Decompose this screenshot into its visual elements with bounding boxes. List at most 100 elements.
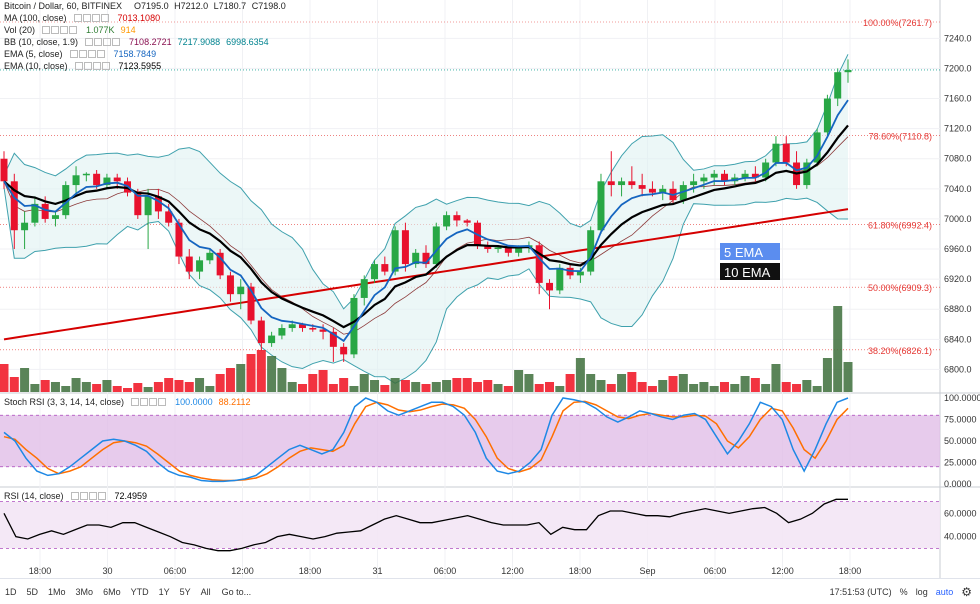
time-label: 18:00 <box>569 566 592 576</box>
log-toggle[interactable]: log <box>915 586 928 597</box>
candle-body <box>134 192 142 216</box>
indicator-value: 88.2112 <box>218 397 251 407</box>
settings-gear-icon[interactable]: ⚙ <box>961 584 972 599</box>
volume-bar <box>50 382 60 392</box>
indicator-controls[interactable] <box>70 492 106 500</box>
time-label: 06:00 <box>704 566 727 576</box>
volume-bar <box>421 384 431 392</box>
candle-body <box>371 264 379 280</box>
candle-body <box>648 188 656 193</box>
volume-bar <box>246 354 256 392</box>
price-tick-label: 6920.0 <box>944 274 972 284</box>
price-tick-label: 6800.0 <box>944 364 972 374</box>
candle-body <box>206 252 214 261</box>
indicator-controls[interactable] <box>85 38 121 46</box>
timeframe-5d[interactable]: 5D <box>26 586 39 597</box>
indicator-label: EMA (10, close) <box>4 61 68 71</box>
volume-bar <box>164 378 174 392</box>
volume-bar <box>174 380 184 392</box>
stoch-rsi-legend: Stoch RSI (3, 3, 14, 14, close) 100.0000 8… <box>4 396 250 408</box>
candle-body <box>638 185 646 189</box>
volume-bar <box>92 384 102 392</box>
indicator-controls[interactable] <box>69 50 105 58</box>
volume-bar <box>400 380 410 392</box>
volume-bar <box>514 370 524 392</box>
volume-bar <box>833 306 843 392</box>
candle-body <box>196 260 204 272</box>
indicator-label: BB (10, close, 1.9) <box>4 37 79 47</box>
candle-body <box>782 143 790 163</box>
indicator-controls[interactable] <box>73 14 109 22</box>
candle-body <box>751 173 759 178</box>
volume-bar <box>0 364 9 392</box>
goto-button[interactable]: Go to... <box>221 586 252 597</box>
volume-bar <box>678 374 688 392</box>
volume-bar <box>740 376 750 392</box>
ema5-annotation-box <box>720 243 780 260</box>
candle-body <box>0 158 8 182</box>
ohlc-high: H7212.0 <box>174 1 209 11</box>
volume-bar <box>792 384 802 392</box>
timeframe-3mo[interactable]: 3Mo <box>75 586 94 597</box>
candle-body <box>226 275 234 295</box>
ema10-annotation-box <box>720 263 780 280</box>
timeframe-ytd[interactable]: YTD <box>130 586 149 597</box>
timeframe-1mo[interactable]: 1Mo <box>48 586 66 597</box>
candle-body <box>319 329 327 332</box>
candle-body <box>247 286 255 321</box>
candle-body <box>31 203 39 223</box>
bollinger-lower-line <box>3 187 849 384</box>
time-label: 18:00 <box>299 566 322 576</box>
stoch-tick-label: 75.0000 <box>944 415 977 425</box>
volume-bar <box>123 388 133 392</box>
time-label: 12:00 <box>501 566 524 576</box>
volume-bar <box>586 374 596 392</box>
timeframe-5y[interactable]: 5Y <box>179 586 191 597</box>
candle-body <box>329 331 337 347</box>
volume-bar <box>472 382 482 392</box>
volume-bar <box>617 374 627 392</box>
symbol-title: Bitcoin / Dollar, 60, BITFINEX <box>4 1 123 11</box>
volume-bar <box>277 368 287 392</box>
ohlc-low: L7180.7 <box>213 1 247 11</box>
indicator-controls[interactable] <box>131 398 167 406</box>
volume-bar <box>411 382 421 392</box>
indicator-legend: EMA (5, close) 7158.7849 <box>4 48 156 60</box>
percent-toggle[interactable]: % <box>899 586 908 597</box>
fib-level-label: 61.80%(6992.4) <box>868 221 932 231</box>
price-tick-label: 7000.0 <box>944 214 972 224</box>
volume-bar <box>30 384 40 392</box>
candle-body <box>741 173 749 178</box>
volume-bar <box>575 358 585 392</box>
candle-body <box>185 256 193 272</box>
candle-body <box>762 162 770 178</box>
candle-body <box>813 132 821 163</box>
time-label: 31 <box>372 566 382 576</box>
indicator-controls[interactable] <box>74 62 110 70</box>
volume-bar <box>771 364 781 392</box>
auto-toggle[interactable]: auto <box>935 586 954 597</box>
rsi-tick-label: 60.0000 <box>944 508 977 518</box>
candle-body <box>772 143 780 163</box>
rsi-tick-label: 40.0000 <box>944 532 977 542</box>
timeframe-1d[interactable]: 1D <box>5 586 17 597</box>
indicator-controls[interactable] <box>42 26 78 34</box>
volume-bar <box>318 370 328 392</box>
fib-level-label: 78.60%(7110.8) <box>869 132 932 142</box>
volume-bar <box>565 374 575 392</box>
timeframe-all[interactable]: All <box>200 586 211 597</box>
timeframe-6mo[interactable]: 6Mo <box>103 586 121 597</box>
candle-body <box>41 203 49 219</box>
timeframe-1y[interactable]: 1Y <box>158 586 170 597</box>
volume-bar <box>730 384 740 392</box>
volume-bar <box>256 350 266 392</box>
candle-body <box>576 271 584 276</box>
candle-body <box>453 215 461 221</box>
candle-body <box>412 252 420 265</box>
volume-bar <box>390 378 400 392</box>
candle-body <box>618 181 626 186</box>
candle-body <box>144 196 152 216</box>
indicator-legend: Vol (20) 1.077K 914 <box>4 24 136 36</box>
volume-bar <box>493 384 503 392</box>
